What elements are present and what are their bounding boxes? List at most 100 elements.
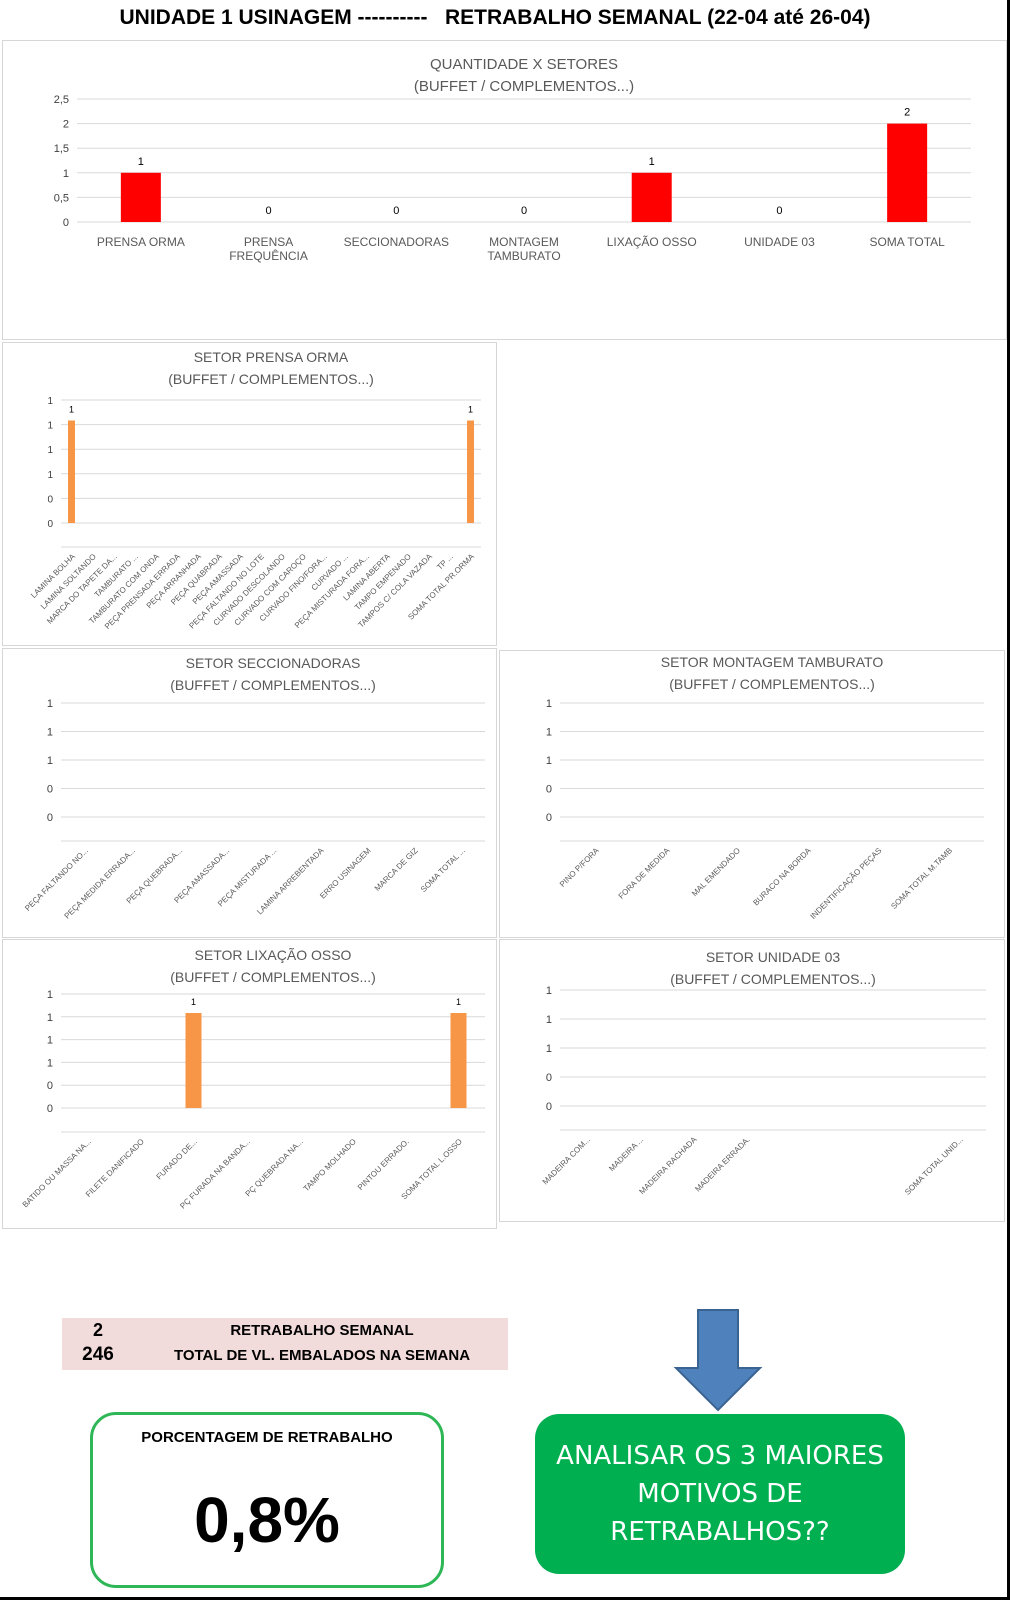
percentage-box: PORCENTAGEM DE RETRABALHO 0,8% [90, 1412, 444, 1588]
retrabalho-value: 2 [92, 1320, 103, 1340]
category-label: BATIDO OU MASSA NA... [21, 1137, 93, 1209]
chart-subtitle: (BUFFET / COMPLEMENTOS...) [669, 676, 875, 692]
y-tick-label: 1 [47, 755, 53, 767]
y-tick-label: 1,5 [54, 143, 69, 155]
category-label: FREQUÊNCIA [229, 248, 308, 263]
data-label: 0 [776, 205, 782, 217]
total-label: TOTAL DE VL. EMBALADOS NA SEMANA [173, 1347, 471, 1364]
y-tick-label: 1 [546, 1043, 552, 1055]
y-tick-label: 2 [63, 119, 69, 131]
data-label: 0 [393, 205, 399, 217]
y-tick-label: 0 [47, 784, 53, 796]
category-label: INDENTIFICAÇÃO PEÇAS [809, 846, 884, 921]
data-label: 1 [191, 997, 196, 1007]
chart-subtitle: (BUFFET / COMPLEMENTOS...) [414, 78, 634, 95]
y-tick-label: 0 [546, 784, 552, 796]
chart-title: SETOR PRENSA ORMA [194, 349, 349, 365]
category-label: SOMA TOTAL ... [419, 846, 467, 894]
bar [887, 123, 928, 222]
y-tick-label: 1 [63, 168, 69, 180]
chart-subtitle: (BUFFET / COMPLEMENTOS...) [170, 969, 376, 985]
category-label: PINTOU ERRADO. [356, 1137, 411, 1192]
chart-title: SETOR SECCIONADORAS [186, 655, 361, 671]
chart-title: QUANTIDADE X SETORES [430, 56, 618, 73]
category-label: PRENSA [244, 235, 293, 249]
y-tick-label: 0,5 [54, 192, 69, 204]
page-title: UNIDADE 1 USINAGEM ---------- RETRABALHO… [119, 6, 871, 29]
bar [467, 420, 474, 523]
category-label: TAMBURATO [487, 249, 560, 263]
chart-title: SETOR MONTAGEM TAMBURATO [661, 654, 884, 670]
y-tick-label: 0 [63, 217, 69, 229]
analysis-callout: ANALISAR OS 3 MAIORES MOTIVOS DE RETRABA… [535, 1414, 905, 1574]
category-label: LIXAÇÃO OSSO [607, 235, 697, 249]
y-tick-label: 0 [47, 1103, 53, 1115]
category-label: PÇ QUEBRADA NA... [244, 1137, 305, 1198]
y-tick-label: 1 [47, 727, 53, 739]
summary-row-total: 246 TOTAL DE VL. EMBALADOS NA SEMANA [62, 1344, 508, 1370]
chart-subtitle: (BUFFET / COMPLEMENTOS...) [170, 677, 376, 693]
category-label: MONTAGEM [489, 235, 559, 249]
y-tick-label: 1 [47, 470, 53, 481]
chart-subtitle: (BUFFET / COMPLEMENTOS...) [670, 971, 876, 987]
chart-svg-quantidade: QUANTIDADE X SETORES (BUFFET / COMPLEMENT… [54, 56, 971, 263]
chart-setor-unidade-03: SETOR UNIDADE 03 (BUFFET / COMPLEMENTOS..… [499, 939, 1005, 1222]
percentage-value: 0,8% [194, 1484, 340, 1556]
category-label: SOMA TOTAL L.OSSO [400, 1137, 464, 1201]
y-tick-label: 0 [546, 812, 552, 824]
y-tick-label: 0 [546, 1101, 552, 1113]
y-tick-label: 0 [47, 494, 53, 505]
y-tick-label: 1 [47, 445, 53, 456]
bar [120, 172, 161, 222]
bar [185, 1013, 202, 1108]
chart-setor-seccionadoras: SETOR SECCIONADORAS (BUFFET / COMPLEMENTO… [2, 648, 497, 938]
summary-row-retrabalho: 2 RETRABALHO SEMANAL [62, 1318, 508, 1344]
chart-setor-prensa-orma: SETOR PRENSA ORMA (BUFFET / COMPLEMENTOS.… [2, 342, 497, 646]
down-arrow-icon [673, 1309, 763, 1412]
bar [68, 420, 75, 523]
y-tick-label: 0 [546, 1072, 552, 1084]
category-label: TAMPO MOLHADO [302, 1137, 358, 1193]
y-tick-label: 0 [47, 812, 53, 824]
category-label: SOMA TOTAL UNID... [903, 1135, 965, 1197]
category-label: MARCA DE GIZ [373, 846, 420, 893]
y-tick-label: 1 [546, 698, 552, 710]
bar [631, 172, 672, 222]
category-label: BURACO NA BORDA [751, 846, 813, 908]
category-label: SOMA TOTAL [869, 235, 945, 249]
y-tick-label: 0 [47, 519, 53, 530]
data-label: 1 [69, 405, 74, 415]
category-label: UNIDADE 03 [744, 235, 815, 249]
y-tick-label: 1 [47, 396, 53, 407]
chart-setor-montagem-tamburato: SETOR MONTAGEM TAMBURATO (BUFFET / COMPLE… [499, 650, 1005, 938]
chart-svg-unidade: SETOR UNIDADE 03 (BUFFET / COMPLEMENTOS..… [541, 949, 986, 1197]
summary-table: 2 RETRABALHO SEMANAL 246 TOTAL DE VL. EM… [62, 1318, 508, 1370]
data-label: 1 [456, 997, 461, 1007]
y-tick-label: 1 [546, 755, 552, 767]
data-label: 1 [649, 156, 655, 168]
data-label: 0 [266, 205, 272, 217]
data-label: 0 [521, 205, 527, 217]
y-tick-label: 1 [546, 1014, 552, 1026]
chart-svg-montagem: SETOR MONTAGEM TAMBURATO (BUFFET / COMPLE… [546, 654, 984, 921]
data-label: 1 [468, 405, 473, 415]
data-label: 1 [138, 156, 144, 168]
y-tick-label: 1 [546, 985, 552, 997]
percentage-label: PORCENTAGEM DE RETRABALHO [141, 1429, 393, 1446]
chart-svg-lixacao: SETOR LIXAÇÃO OSSO (BUFFET / COMPLEMENTOS… [21, 947, 485, 1211]
category-label: MADEIRA ... [607, 1135, 645, 1173]
category-label: FURADO DE... [155, 1137, 199, 1181]
category-label: MADEIRA ERRADA. [693, 1135, 752, 1194]
chart-title: SETOR LIXAÇÃO OSSO [195, 947, 352, 963]
y-tick-label: 1 [47, 1012, 53, 1024]
y-tick-label: 1 [47, 1035, 53, 1047]
y-tick-label: 0 [47, 1080, 53, 1092]
category-label: ERRO USINAGEM [318, 846, 373, 901]
chart-svg-seccionadoras: SETOR SECCIONADORAS (BUFFET / COMPLEMENTO… [23, 655, 485, 921]
category-label: PINO P/FORA [558, 846, 601, 889]
chart-setor-lixacao-osso: SETOR LIXAÇÃO OSSO (BUFFET / COMPLEMENTOS… [2, 939, 497, 1229]
y-tick-label: 2,5 [54, 94, 69, 106]
category-label: FILETE DANIFICADO [84, 1137, 146, 1199]
y-tick-label: 1 [47, 698, 53, 710]
